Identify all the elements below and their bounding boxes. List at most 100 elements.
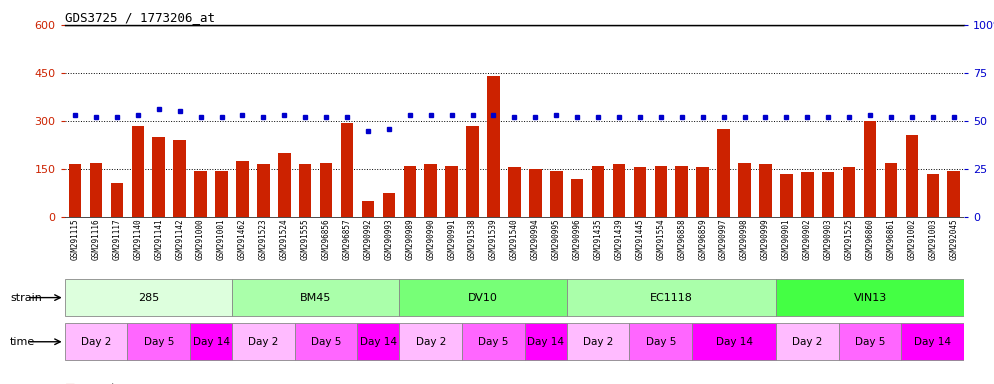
Text: Day 5: Day 5 — [478, 337, 509, 347]
Bar — [629, 323, 692, 360]
Text: GSM290996: GSM290996 — [573, 218, 581, 260]
Bar — [127, 323, 190, 360]
Text: GSM290902: GSM290902 — [803, 218, 812, 260]
Bar — [843, 167, 856, 217]
Text: BM45: BM45 — [300, 293, 331, 303]
Bar — [173, 140, 186, 217]
Bar — [400, 323, 462, 360]
Text: GSM291117: GSM291117 — [112, 218, 121, 260]
Text: GSM291140: GSM291140 — [133, 218, 142, 260]
Text: GDS3725 / 1773206_at: GDS3725 / 1773206_at — [65, 11, 215, 24]
Text: GSM290989: GSM290989 — [406, 218, 414, 260]
Text: Day 2: Day 2 — [248, 337, 278, 347]
Bar — [864, 121, 877, 217]
Bar — [131, 126, 144, 217]
Text: GSM290901: GSM290901 — [782, 218, 791, 260]
Text: GSM296859: GSM296859 — [698, 218, 707, 260]
Bar — [358, 323, 400, 360]
Bar — [466, 126, 479, 217]
Bar — [633, 167, 646, 217]
Text: Day 2: Day 2 — [792, 337, 822, 347]
Bar — [404, 166, 416, 217]
Text: GSM290993: GSM290993 — [385, 218, 394, 260]
Text: VIN13: VIN13 — [854, 293, 887, 303]
Text: GSM291001: GSM291001 — [217, 218, 226, 260]
Bar — [65, 323, 127, 360]
Text: GSM292045: GSM292045 — [949, 218, 958, 260]
Text: GSM290903: GSM290903 — [824, 218, 833, 260]
Text: count: count — [84, 383, 116, 384]
Text: GSM291116: GSM291116 — [91, 218, 100, 260]
Bar — [718, 129, 730, 217]
Text: GSM290991: GSM290991 — [447, 218, 456, 260]
Text: GSM290990: GSM290990 — [426, 218, 435, 260]
Bar — [692, 323, 776, 360]
Bar — [65, 279, 232, 316]
Bar — [216, 170, 228, 217]
Bar — [278, 153, 290, 217]
Bar — [739, 162, 750, 217]
Bar — [194, 170, 207, 217]
Text: EC1118: EC1118 — [650, 293, 693, 303]
Bar — [424, 164, 437, 217]
Text: GSM290999: GSM290999 — [761, 218, 770, 260]
Bar — [462, 323, 525, 360]
Text: GSM291000: GSM291000 — [196, 218, 205, 260]
Text: GSM291554: GSM291554 — [656, 218, 665, 260]
Bar — [341, 122, 353, 217]
Bar — [926, 174, 939, 217]
Bar — [362, 201, 374, 217]
Text: GSM291115: GSM291115 — [71, 218, 80, 260]
Text: GSM296861: GSM296861 — [887, 218, 896, 260]
Bar — [89, 162, 102, 217]
Text: GSM290994: GSM290994 — [531, 218, 540, 260]
Text: Day 2: Day 2 — [81, 337, 111, 347]
Text: Day 5: Day 5 — [855, 337, 886, 347]
Bar — [320, 162, 332, 217]
Text: time: time — [10, 337, 35, 347]
Bar — [697, 167, 709, 217]
Bar — [822, 172, 835, 217]
Bar — [906, 136, 918, 217]
Text: GSM291540: GSM291540 — [510, 218, 519, 260]
Text: GSM291439: GSM291439 — [614, 218, 623, 260]
Text: GSM291525: GSM291525 — [845, 218, 854, 260]
Bar — [885, 162, 898, 217]
Bar — [508, 167, 521, 217]
Text: DV10: DV10 — [468, 293, 498, 303]
Bar — [445, 166, 458, 217]
Bar — [801, 172, 813, 217]
Text: GSM291539: GSM291539 — [489, 218, 498, 260]
Text: GSM291435: GSM291435 — [593, 218, 602, 260]
Bar — [776, 279, 964, 316]
Bar — [487, 76, 500, 217]
Text: GSM296857: GSM296857 — [343, 218, 352, 260]
Text: GSM296858: GSM296858 — [677, 218, 686, 260]
Bar — [529, 169, 542, 217]
Text: Day 5: Day 5 — [646, 337, 676, 347]
Bar — [567, 323, 629, 360]
Bar — [400, 279, 567, 316]
Bar — [902, 323, 964, 360]
Text: GSM296856: GSM296856 — [322, 218, 331, 260]
Bar — [525, 323, 567, 360]
Bar — [550, 170, 563, 217]
Bar — [257, 164, 269, 217]
Text: GSM290992: GSM290992 — [364, 218, 373, 260]
Bar — [676, 166, 688, 217]
Bar — [295, 323, 358, 360]
Bar — [591, 166, 604, 217]
Bar — [69, 164, 82, 217]
Text: Day 14: Day 14 — [360, 337, 397, 347]
Text: GSM291555: GSM291555 — [301, 218, 310, 260]
Bar — [567, 279, 776, 316]
Text: GSM291524: GSM291524 — [279, 218, 289, 260]
Bar — [110, 184, 123, 217]
Text: 285: 285 — [137, 293, 159, 303]
Text: GSM291538: GSM291538 — [468, 218, 477, 260]
Text: GSM290995: GSM290995 — [552, 218, 561, 260]
Bar — [190, 323, 232, 360]
Text: Day 2: Day 2 — [415, 337, 446, 347]
Text: GSM291003: GSM291003 — [928, 218, 937, 260]
Text: GSM291141: GSM291141 — [154, 218, 163, 260]
